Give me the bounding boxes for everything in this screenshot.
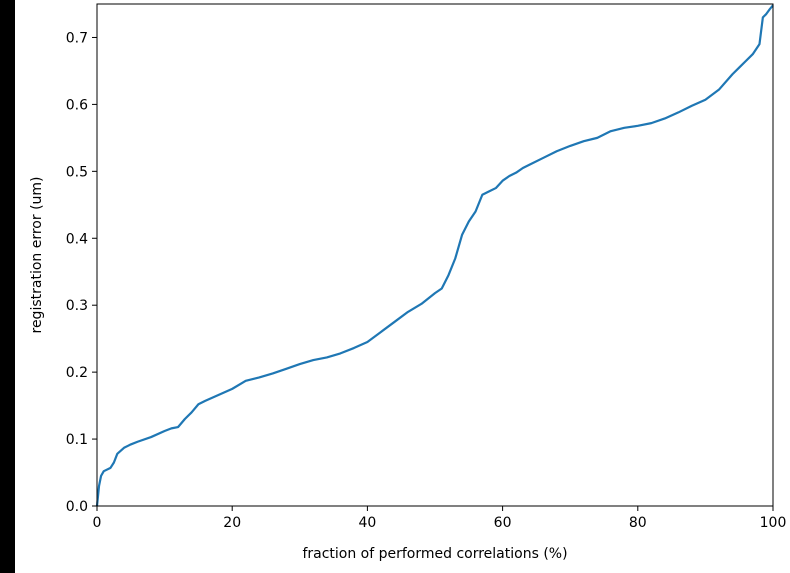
x-tick-label: 80 bbox=[629, 515, 647, 531]
plot-area bbox=[95, 4, 774, 507]
y-tick-label: 0.7 bbox=[66, 30, 88, 46]
axes: 0 20 40 60 80 100 0.0 0.1 0.2 0.3 0.4 0.5 0.6 0.7 bbox=[66, 3, 787, 531]
y-tick-label: 0.6 bbox=[66, 97, 88, 113]
y-tick-label: 0.1 bbox=[66, 432, 88, 448]
plot-background bbox=[97, 4, 773, 506]
y-tick-label: 0.0 bbox=[66, 499, 88, 515]
series-line-0 bbox=[95, 4, 774, 507]
x-axis-label: fraction of performed correlations (%) bbox=[302, 546, 567, 562]
x-tick-label: 0 bbox=[93, 515, 102, 531]
y-axis-label: registration error (um) bbox=[29, 176, 45, 333]
y-tick-label: 0.4 bbox=[66, 231, 88, 247]
x-tick-label: 20 bbox=[223, 515, 241, 531]
x-tick-label: 60 bbox=[494, 515, 512, 531]
x-tick-label: 100 bbox=[760, 515, 787, 531]
y-tick-label: 0.3 bbox=[66, 298, 88, 314]
y-tick-label: 0.5 bbox=[66, 164, 88, 180]
y-tick-label: 0.2 bbox=[66, 365, 88, 381]
axes-frame bbox=[96, 3, 774, 507]
x-tick-label: 40 bbox=[358, 515, 376, 531]
